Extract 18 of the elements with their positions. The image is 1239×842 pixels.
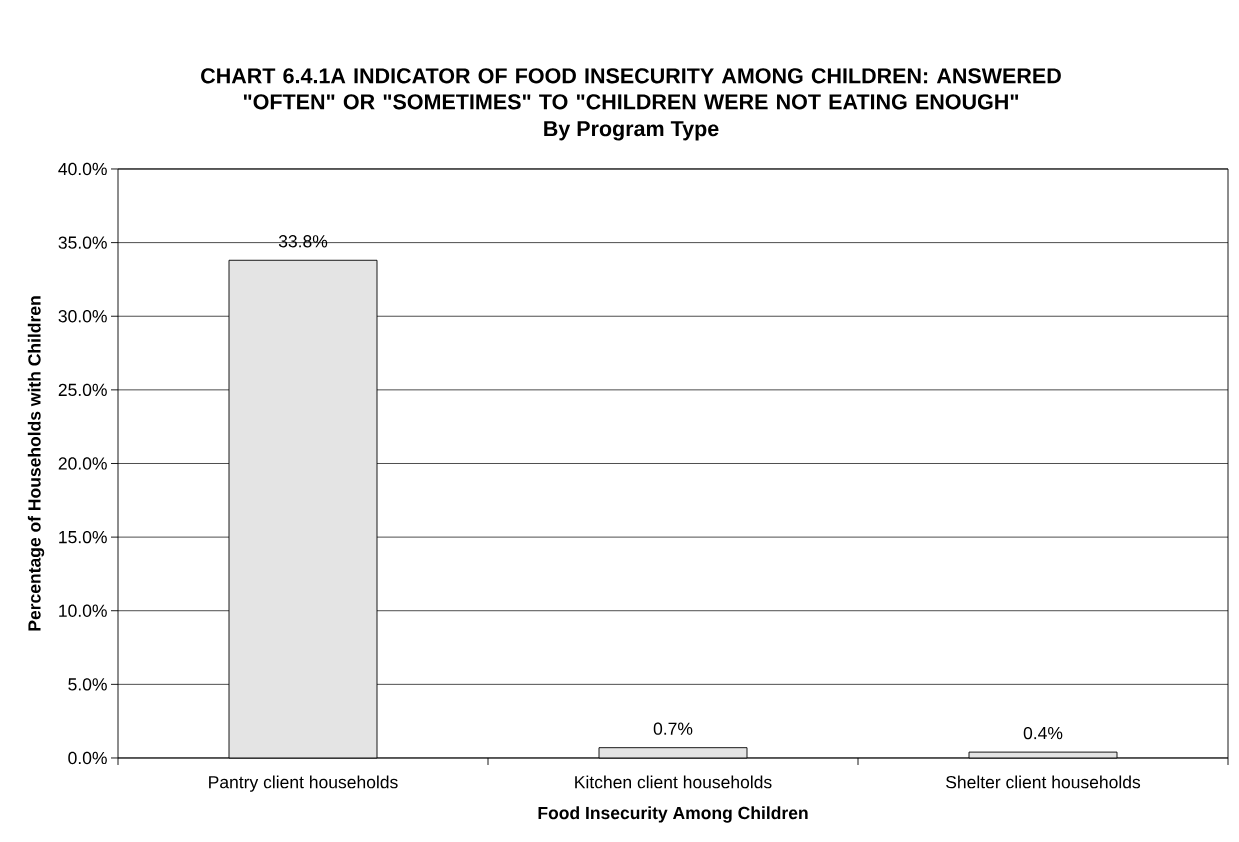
y-tick-label: 5.0% [68, 678, 107, 691]
chart-subtitle: By Program Type [544, 121, 719, 141]
x-tick-label: Kitchen client households [575, 775, 772, 789]
data-label: 0.7% [653, 722, 693, 735]
x-tick-label: Shelter client households [946, 775, 1141, 789]
y-tick-label: 15.0% [59, 530, 107, 544]
x-axis-title: Food Insecurity Among Children [538, 806, 808, 823]
y-tick-label: 35.0% [58, 236, 107, 249]
y-axis-title: Percentage of Households with Children [27, 296, 45, 631]
chart-title: CHART 6.4.1A INDICATOR OF FOOD INSECURITY AMONG CHILDREN: ANSWERED "OFTEN" OR "SOMETIMES" TO "CHILDREN WERE NOT EATING ENOUGH" [201, 68, 1061, 110]
y-tick-label: 40.0% [58, 162, 107, 176]
y-tick-label: 25.0% [58, 383, 107, 397]
y-tick-label: 30.0% [58, 310, 107, 323]
data-label: 0.4% [1023, 726, 1063, 740]
y-tick-label: 20.0% [58, 457, 107, 470]
y-tick-label: 10.0% [59, 604, 107, 617]
x-tick-label: Pantry client households [209, 775, 398, 792]
y-tick-label: 0.0% [68, 751, 107, 765]
